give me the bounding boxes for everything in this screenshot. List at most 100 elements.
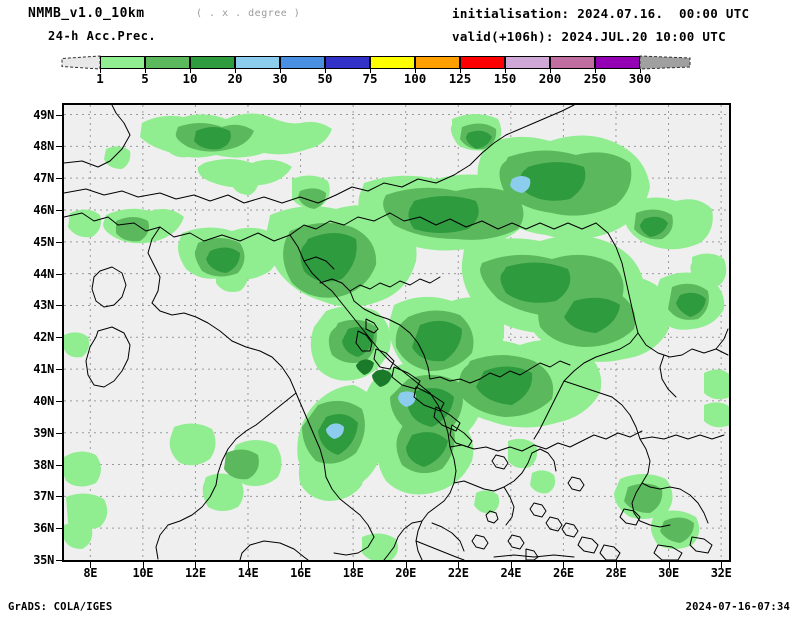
colorbar-swatch (235, 56, 280, 69)
y-axis-label: 36N (33, 521, 54, 536)
colorbar-swatch (460, 56, 505, 69)
x-axis-label: 18E (342, 566, 364, 580)
x-axis-tick (90, 562, 92, 568)
x-axis-tick (615, 562, 617, 568)
y-axis-tick (56, 210, 62, 211)
colorbar-label: 300 (628, 71, 652, 86)
y-axis-tick (56, 114, 62, 116)
footer-source: GrADS: COLA/IGES (8, 601, 113, 613)
x-axis-label: 16E (290, 566, 311, 580)
x-axis-tick (668, 562, 670, 568)
y-axis-tick (56, 400, 62, 402)
x-axis-label: 32E (710, 566, 732, 580)
x-axis-label: 28E (605, 566, 627, 580)
colorbar-swatch (370, 56, 415, 69)
colorbar-tick (235, 69, 236, 73)
y-axis-tick (56, 337, 62, 339)
y-axis-label: 49N (33, 107, 54, 122)
y-axis-tick (56, 146, 62, 148)
field-label: 24-h Acc.Prec. (48, 29, 157, 43)
colorbar-tick (415, 69, 416, 73)
colorbar-label: 30 (272, 71, 288, 86)
x-axis-label: 14E (237, 566, 259, 580)
x-axis-label: 8E (83, 566, 98, 580)
y-axis-tick (56, 464, 62, 466)
x-axis-label: 30E (658, 566, 679, 580)
colorbar-tick (640, 69, 641, 73)
x-axis-label: 22E (447, 566, 469, 580)
colorbar-tick (595, 69, 596, 73)
x-axis-label: 12E (185, 566, 206, 580)
y-axis-label: 42N (33, 330, 54, 345)
model-title: NMMB_v1.0_10km (28, 6, 145, 21)
colorbar-swatch (280, 56, 325, 69)
x-axis-tick (405, 562, 407, 568)
colorbar-label: 200 (538, 71, 562, 86)
y-axis-label: 38N (33, 457, 54, 472)
y-axis-label: 48N (33, 139, 54, 154)
colorbar-tick (505, 69, 506, 73)
colorbar-tick (280, 69, 281, 73)
colorbar-tick (145, 69, 146, 73)
colorbar-label: 250 (583, 71, 607, 86)
valid-time: valid(+106h): 2024.JUL.20 10:00 UTC (452, 29, 726, 44)
colorbar-label: 5 (141, 71, 149, 86)
colorbar-swatch (415, 56, 460, 69)
colorbar-swatch (190, 56, 235, 69)
colorbar: 1 5 10 20 30 50 75 100 125 150 200 250 300 (0, 52, 800, 86)
precip-contours (64, 113, 729, 560)
x-axis-label: 20E (395, 566, 417, 580)
colorbar-tick (460, 69, 461, 73)
header: NMMB_v1.0_10km ( . x . degree ) 24-h Acc… (0, 0, 800, 50)
y-axis-label: 35N (33, 553, 54, 567)
y-axis-label: 47N (33, 171, 54, 186)
y-axis-tick (56, 369, 62, 371)
x-axis-tick (247, 562, 249, 568)
footer-timestamp: 2024-07-16-07:34 (685, 601, 790, 613)
y-axis-label: 41N (33, 362, 54, 377)
y-axis-tick (56, 496, 62, 498)
colorbar-tick (100, 69, 101, 73)
colorbar-swatch (325, 56, 370, 69)
colorbar-label: 1 (96, 71, 104, 86)
precipitation-map (64, 105, 729, 560)
x-axis-label: 24E (500, 566, 522, 580)
colorbar-wedges (61, 55, 691, 70)
colorbar-swatch (145, 56, 190, 69)
colorbar-tick (325, 69, 326, 73)
y-axis-label: 39N (33, 425, 54, 440)
colorbar-label: 100 (403, 71, 427, 86)
x-axis-tick (195, 562, 197, 568)
colorbar-label: 50 (317, 71, 333, 86)
x-axis-tick (510, 562, 512, 568)
y-axis-tick (56, 241, 62, 243)
colorbar-swatch (505, 56, 550, 69)
y-axis-tick (56, 560, 62, 561)
colorbar-swatch (550, 56, 595, 69)
colorbar-label: 20 (227, 71, 243, 86)
colorbar-tick (190, 69, 191, 73)
y-axis-tick (56, 432, 62, 434)
map-plot-area (62, 103, 731, 562)
colorbar-label: 75 (362, 71, 378, 86)
colorbar-label: 125 (448, 71, 472, 86)
y-axis-label: 37N (33, 489, 54, 504)
x-axis-label: 26E (553, 566, 574, 580)
x-axis-tick (458, 562, 460, 568)
x-axis-label: 10E (132, 566, 154, 580)
y-axis-label: 44N (33, 266, 54, 281)
colorbar-swatch (595, 56, 640, 69)
x-axis-tick (142, 562, 144, 568)
y-axis-label: 45N (33, 234, 54, 249)
x-axis-tick (353, 562, 355, 568)
colorbar-swatch (100, 56, 145, 69)
y-axis-tick (56, 305, 62, 307)
y-axis-label: 40N (33, 393, 54, 408)
y-axis-label: 46N (33, 203, 54, 217)
initialisation-time: initialisation: 2024.07.16. 00:00 UTC (452, 6, 750, 21)
x-axis-tick (300, 562, 302, 568)
y-axis-tick (56, 273, 62, 275)
y-axis-label: 43N (33, 298, 54, 313)
colorbar-label: 150 (493, 71, 517, 86)
colorbar-tick (370, 69, 371, 73)
